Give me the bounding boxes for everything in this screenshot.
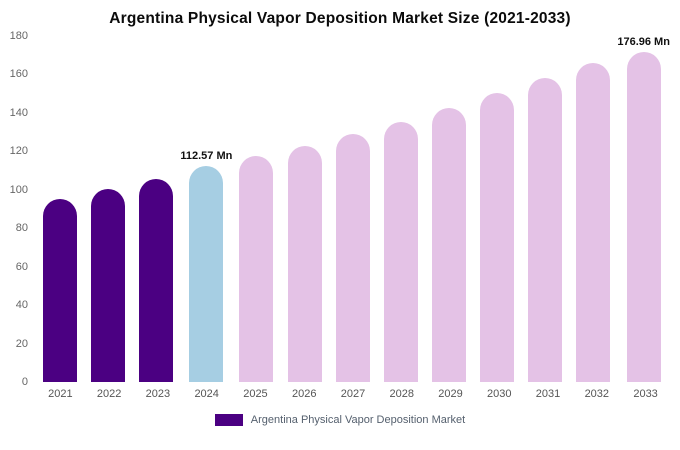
bar-column — [521, 36, 569, 382]
x-tick-label: 2024 — [194, 388, 219, 400]
bar-column: 112.57 Mn — [180, 36, 232, 382]
y-tick-label: 20 — [15, 337, 28, 350]
y-tick-label: 100 — [9, 183, 28, 196]
bar-column — [377, 36, 425, 382]
bar-2026 — [287, 145, 322, 382]
bar-2033 — [626, 52, 661, 382]
y-tick-label: 180 — [9, 30, 28, 42]
bar-2030 — [480, 92, 515, 382]
y-tick-label: 80 — [15, 222, 28, 235]
bar-column — [425, 36, 473, 382]
x-tick-label: 2027 — [340, 388, 366, 400]
x-tick-label: 2031 — [535, 388, 561, 400]
bar-column — [84, 36, 132, 382]
bar-2025 — [239, 155, 274, 382]
x-tick-label: 2022 — [96, 388, 122, 400]
bar-column: 176.96 Mn — [617, 36, 670, 382]
x-tick-label: 2030 — [487, 388, 512, 400]
y-axis: 0 20 40 60 80 100 120 140 160 180 — [4, 30, 32, 388]
y-tick-label: 120 — [9, 145, 28, 158]
x-tick-label: 2025 — [243, 388, 268, 400]
bar-2024 — [189, 165, 224, 382]
bar-2028 — [383, 121, 418, 382]
bar-2031 — [528, 78, 563, 382]
x-tick-label: 2023 — [145, 388, 171, 400]
bar-2022 — [91, 189, 126, 382]
x-tick-label: 2033 — [633, 388, 658, 400]
bar-2029 — [431, 108, 466, 382]
bar-2023 — [139, 178, 174, 382]
bar-column — [569, 36, 617, 382]
y-tick-label: 160 — [9, 68, 28, 81]
y-tick-label: 0 — [21, 376, 28, 388]
y-tick-label: 60 — [15, 260, 28, 273]
bars: 112.57 Mn 176.96 Mn — [36, 36, 670, 382]
bar-value-label: 112.57 Mn — [180, 149, 233, 162]
x-labels: 2021 2022 2023 2024 2025 2026 2027 2028 2029 2030… — [36, 388, 670, 400]
chart-title: Argentina Physical Vapor Deposition Mark… — [109, 10, 571, 27]
x-tick-label: 2032 — [584, 388, 610, 400]
x-tick-label: 2026 — [291, 388, 317, 400]
x-tick-label: 2028 — [389, 388, 414, 400]
bar-2021 — [43, 199, 78, 382]
plot-area: 0 20 40 60 80 100 120 140 160 180 112.57 Mn 176.96… — [10, 30, 670, 388]
bar-column — [329, 36, 377, 382]
x-tick-label: 2029 — [438, 388, 463, 400]
bar-2032 — [576, 62, 611, 382]
y-tick-label: 140 — [9, 106, 28, 119]
legend-label: Argentina Physical Vapor Deposition Mark… — [250, 414, 466, 426]
bar-column — [280, 36, 328, 382]
bar-column — [36, 36, 84, 382]
bar-column — [132, 36, 180, 382]
bar-value-label: 176.96 Mn — [617, 36, 670, 48]
bar-column — [473, 36, 521, 382]
legend: Argentina Physical Vapor Deposition Mark… — [0, 414, 680, 426]
bar-2027 — [335, 134, 370, 382]
x-tick-label: 2021 — [48, 388, 73, 400]
bar-column — [232, 36, 280, 382]
legend-swatch-icon — [214, 414, 243, 426]
y-tick-label: 40 — [15, 299, 28, 312]
